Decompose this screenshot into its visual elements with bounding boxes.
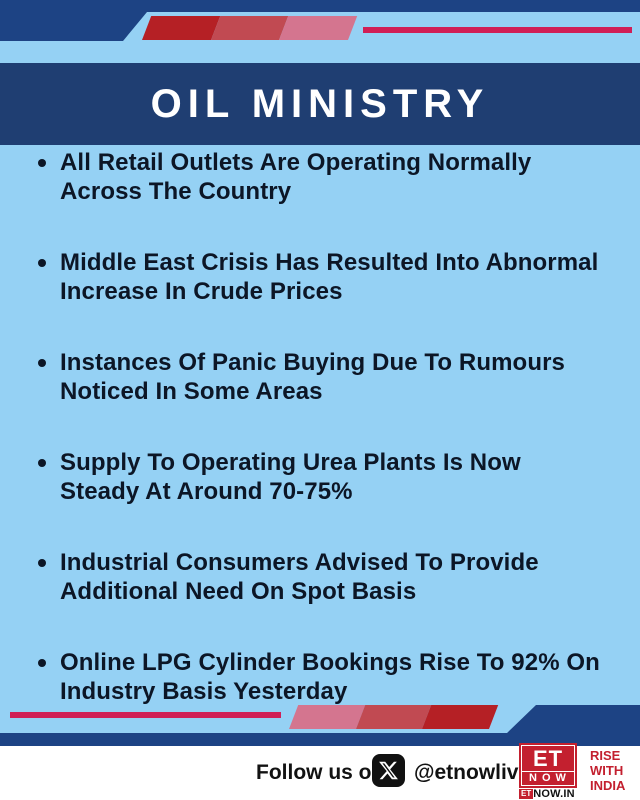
list-item: Middle East Crisis Has Resulted Into Abn… [38, 248, 624, 306]
ribbon-segment-darkred [142, 16, 220, 40]
ribbon-segment-midred [355, 705, 432, 729]
footer-bar: Follow us on @etnowlive ET NOW ET NOW.IN… [0, 743, 640, 800]
social-handle: @etnowlive [414, 761, 531, 784]
list-item-text: Industrial Consumers Advised To Provide … [60, 548, 539, 606]
bullet-list: All Retail Outlets Are Operating Normall… [38, 148, 624, 748]
list-item: All Retail Outlets Are Operating Normall… [38, 148, 624, 206]
list-item-line: Instances Of Panic Buying Due To Rumours [60, 349, 565, 376]
x-logo-icon [372, 754, 405, 787]
bullet-dot [38, 259, 46, 267]
rise-with-india-tagline: RISE WITH INDIA [590, 748, 625, 793]
list-item-line: All Retail Outlets Are Operating Normall… [60, 149, 532, 176]
header-bar: OIL MINISTRY [0, 63, 640, 145]
list-item-line: Steady At Around 70-75% [60, 478, 353, 505]
list-item-line: Noticed In Some Areas [60, 378, 323, 405]
etnow-in-strip: ET NOW.IN [519, 788, 577, 800]
bullet-dot [38, 659, 46, 667]
list-item-text: Online LPG Cylinder Bookings Rise To 92%… [60, 648, 600, 706]
list-item-text: Instances Of Panic Buying Due To Rumours… [60, 348, 565, 406]
ribbon-segment-midred [210, 16, 289, 40]
list-item-text: All Retail Outlets Are Operating Normall… [60, 148, 531, 206]
bullet-dot [38, 559, 46, 567]
strip-et-chip: ET [519, 789, 534, 799]
list-item-text: Supply To Operating Urea Plants Is Now S… [60, 448, 521, 506]
list-item-text: Middle East Crisis Has Resulted Into Abn… [60, 248, 598, 306]
et-now-logo: ET NOW ET NOW.IN [519, 743, 577, 800]
bullet-dot [38, 459, 46, 467]
logo-et-text: ET [532, 745, 564, 771]
list-item-line: Additional Need On Spot Basis [60, 578, 417, 605]
list-item-line: Industry Basis Yesterday [60, 678, 348, 705]
list-item: Instances Of Panic Buying Due To Rumours… [38, 348, 624, 406]
page-title: OIL MINISTRY [150, 81, 490, 126]
logo-now-text: NOW [522, 771, 574, 785]
et-now-logo-block: ET NOW [519, 743, 577, 788]
strip-url-text: NOW.IN [533, 787, 575, 800]
ribbon-segment-darkred [422, 705, 499, 729]
bullet-dot [38, 359, 46, 367]
ribbon-segment-pink [289, 705, 365, 729]
tagline-line: INDIA [590, 778, 626, 793]
list-item: Industrial Consumers Advised To Provide … [38, 548, 624, 606]
ribbon-segment-pink [279, 16, 358, 40]
list-item: Online LPG Cylinder Bookings Rise To 92%… [38, 648, 624, 706]
bottom-crimson-line [10, 712, 281, 718]
tagline-line: RISE [590, 748, 621, 763]
list-item-line: Industrial Consumers Advised To Provide [60, 549, 539, 576]
bottom-red-ribbon [289, 705, 499, 729]
list-item-line: Online LPG Cylinder Bookings Rise To 92%… [60, 649, 600, 676]
list-item: Supply To Operating Urea Plants Is Now S… [38, 448, 624, 506]
top-red-ribbon [142, 16, 358, 40]
follow-us-label: Follow us on [256, 761, 385, 784]
list-item-line: Increase In Crude Prices [60, 278, 343, 305]
bullet-dot [38, 159, 46, 167]
top-crimson-line [363, 27, 632, 33]
list-item-line: Middle East Crisis Has Resulted Into Abn… [60, 249, 599, 276]
list-item-line: Supply To Operating Urea Plants Is Now [60, 449, 521, 476]
et-now-logo-frame: ET NOW [521, 745, 575, 786]
tagline-line: WITH [590, 763, 624, 778]
list-item-line: Across The Country [60, 178, 292, 205]
